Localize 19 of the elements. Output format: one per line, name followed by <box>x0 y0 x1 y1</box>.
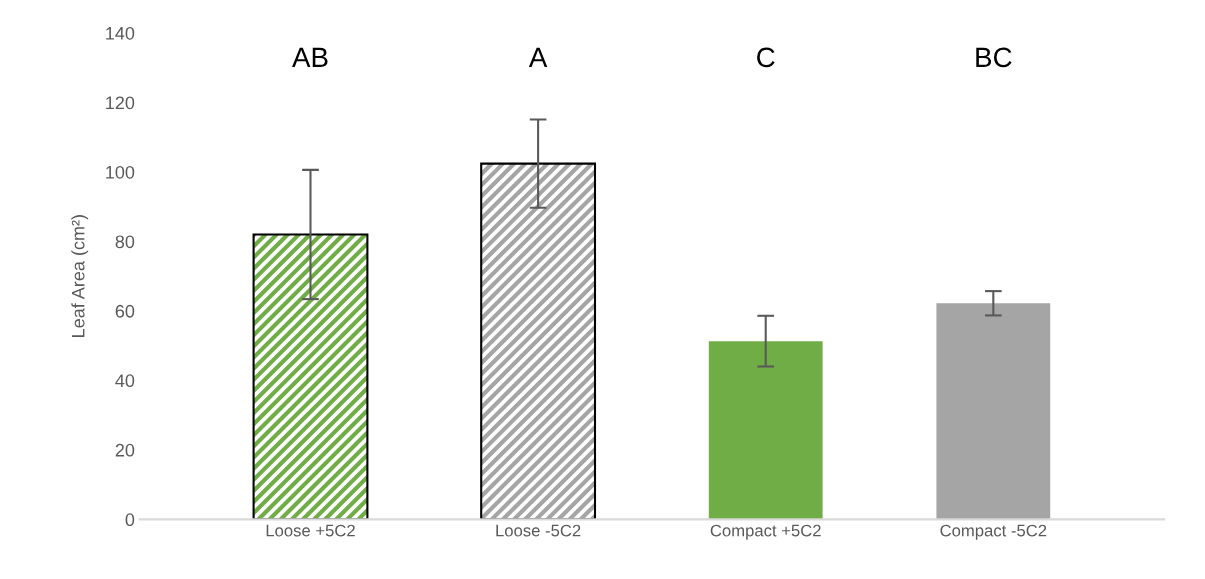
x-tick-label: Loose +5C2 <box>266 524 355 537</box>
annotation: C <box>757 47 775 68</box>
y-tick-label: 40 <box>115 374 135 388</box>
y-tick-label: 60 <box>115 304 135 318</box>
x-tick-label: Compact +5C2 <box>710 524 821 540</box>
bar <box>708 341 823 520</box>
annotation: A <box>528 47 548 67</box>
y-tick-label: 0 <box>125 513 135 527</box>
annotation: BC <box>976 47 1012 68</box>
y-axis-title: Leaf Area (cm²) <box>71 215 89 337</box>
x-tick-label: Compact -5C2 <box>940 524 1047 540</box>
y-tick-label: 80 <box>115 235 135 249</box>
y-tick-label: 120 <box>106 96 135 110</box>
bar <box>936 303 1051 520</box>
annotation: AB <box>292 47 328 67</box>
y-tick-label: 100 <box>106 165 135 179</box>
x-tick-label: Loose -5C2 <box>496 524 581 537</box>
y-tick-label: 140 <box>106 26 135 40</box>
y-tick-label: 20 <box>115 443 135 457</box>
